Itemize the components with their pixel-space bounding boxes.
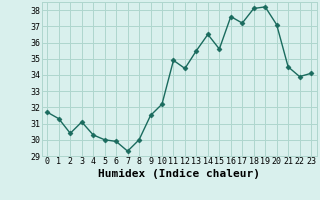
X-axis label: Humidex (Indice chaleur): Humidex (Indice chaleur)	[98, 169, 260, 179]
